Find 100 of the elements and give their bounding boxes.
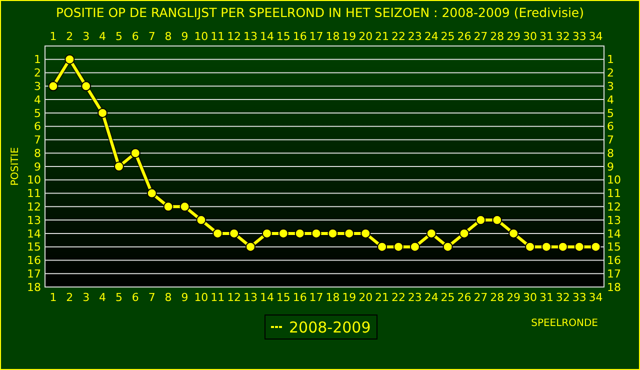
point [410,242,420,252]
y-tick-label: 13 [27,214,41,227]
x-tick-label: 26 [457,30,472,43]
x-tick-label: 16 [292,30,307,43]
point [541,242,552,252]
x-axis-title: SPEELRONDE [531,318,598,329]
x2-tick-label: 8 [164,291,172,304]
x2-tick-label: 6 [132,291,139,304]
y2-tick-label: 12 [607,200,621,214]
x-tick-label: 13 [244,30,258,43]
y-tick-label: 17 [27,267,41,280]
y2-tick-label: 14 [607,227,621,240]
point [492,215,502,226]
point [508,228,519,238]
x2-tick-label: 12 [227,291,242,304]
y2-tick-label: 2 [607,66,614,80]
y-tick-label: 15 [27,240,41,254]
y-tick-label: 4 [34,93,41,106]
y2-tick-label: 11 [607,187,621,200]
y-tick-label: 1 [34,53,41,66]
y-axis-title: POSITIE [10,147,21,186]
chart-title: POSITIE OP DE RANGLIJST PER SPEELROND IN HET SEIZOEN : 2008-2009 (Eredivisie) [56,5,584,20]
x-tick-label: 15 [276,30,290,43]
x-tick-label: 1 [50,30,57,43]
x2-tick-label: 14 [260,291,274,304]
y2-tick-label: 7 [607,134,614,147]
point [459,228,470,238]
x-tick-label: 12 [227,30,242,43]
x-tick-label: 32 [556,30,570,43]
y2-tick-label: 13 [607,214,621,227]
point [328,228,338,238]
x-tick-label: 28 [490,30,504,43]
point [180,202,190,212]
point [344,228,354,238]
y2-tick-label: 6 [607,120,614,134]
x2-tick-label: 34 [588,291,603,304]
point [574,242,584,252]
x2-tick-label: 16 [292,291,307,304]
y2-tick-label: 15 [607,240,621,254]
x2-tick-label: 26 [457,291,472,304]
y-tick-label: 16 [27,254,41,268]
x-tick-label: 5 [115,30,122,43]
y-tick-label: 12 [27,200,41,214]
point [294,228,305,238]
x-tick-label: 21 [375,30,390,43]
x-tick-label: 17 [309,30,324,43]
point [393,242,404,252]
x-tick-label: 34 [588,30,603,43]
x2-tick-label: 33 [572,291,586,304]
x2-tick-label: 20 [358,291,373,304]
y2-tick-label: 18 [607,280,621,294]
point [130,148,140,158]
x-tick-label: 22 [391,30,406,43]
x-tick-label: 30 [523,30,538,43]
y-tick-label: 5 [34,106,41,120]
x2-tick-label: 13 [244,291,258,304]
x2-tick-label: 15 [276,291,290,304]
x-tick-label: 27 [474,30,488,43]
y-tick-label: 10 [27,174,41,187]
point [426,228,436,238]
x2-tick-label: 32 [556,291,570,304]
y2-tick-label: 5 [607,106,614,120]
x-tick-label: 6 [132,30,139,43]
x2-tick-label: 5 [115,291,122,304]
y2-tick-label: 3 [607,80,614,94]
point [196,215,206,226]
x2-tick-label: 2 [66,291,74,304]
x-tick-label: 7 [148,30,156,43]
x-tick-label: 4 [99,30,106,43]
x2-tick-label: 10 [194,291,208,304]
x-tick-label: 2 [66,30,74,43]
x-tick-label: 33 [572,30,586,43]
x-tick-label: 18 [326,30,340,43]
x2-tick-label: 4 [99,291,106,304]
y-tick-label: 14 [27,227,41,240]
point [262,228,272,238]
y-tick-label: 3 [34,80,41,94]
point [81,81,92,92]
y-tick-label: 6 [34,120,41,134]
y2-tick-label: 9 [607,160,614,174]
x2-tick-label: 21 [375,291,390,304]
y2-tick-label: 17 [607,267,621,280]
x2-tick-label: 11 [210,291,225,304]
x2-tick-label: 18 [326,291,340,304]
point [98,108,108,118]
point [229,228,240,238]
x-tick-label: 24 [424,30,438,43]
point [360,228,371,238]
point [278,228,288,238]
x2-tick-label: 28 [490,291,504,304]
x2-tick-label: 17 [309,291,324,304]
x-tick-label: 20 [358,30,373,43]
x-tick-label: 11 [210,30,225,43]
point [442,242,453,252]
point [48,81,58,92]
x2-tick-label: 27 [474,291,488,304]
x2-tick-label: 3 [82,291,90,304]
y-tick-label: 18 [27,280,41,294]
point [146,188,157,198]
x2-tick-label: 1 [50,291,57,304]
